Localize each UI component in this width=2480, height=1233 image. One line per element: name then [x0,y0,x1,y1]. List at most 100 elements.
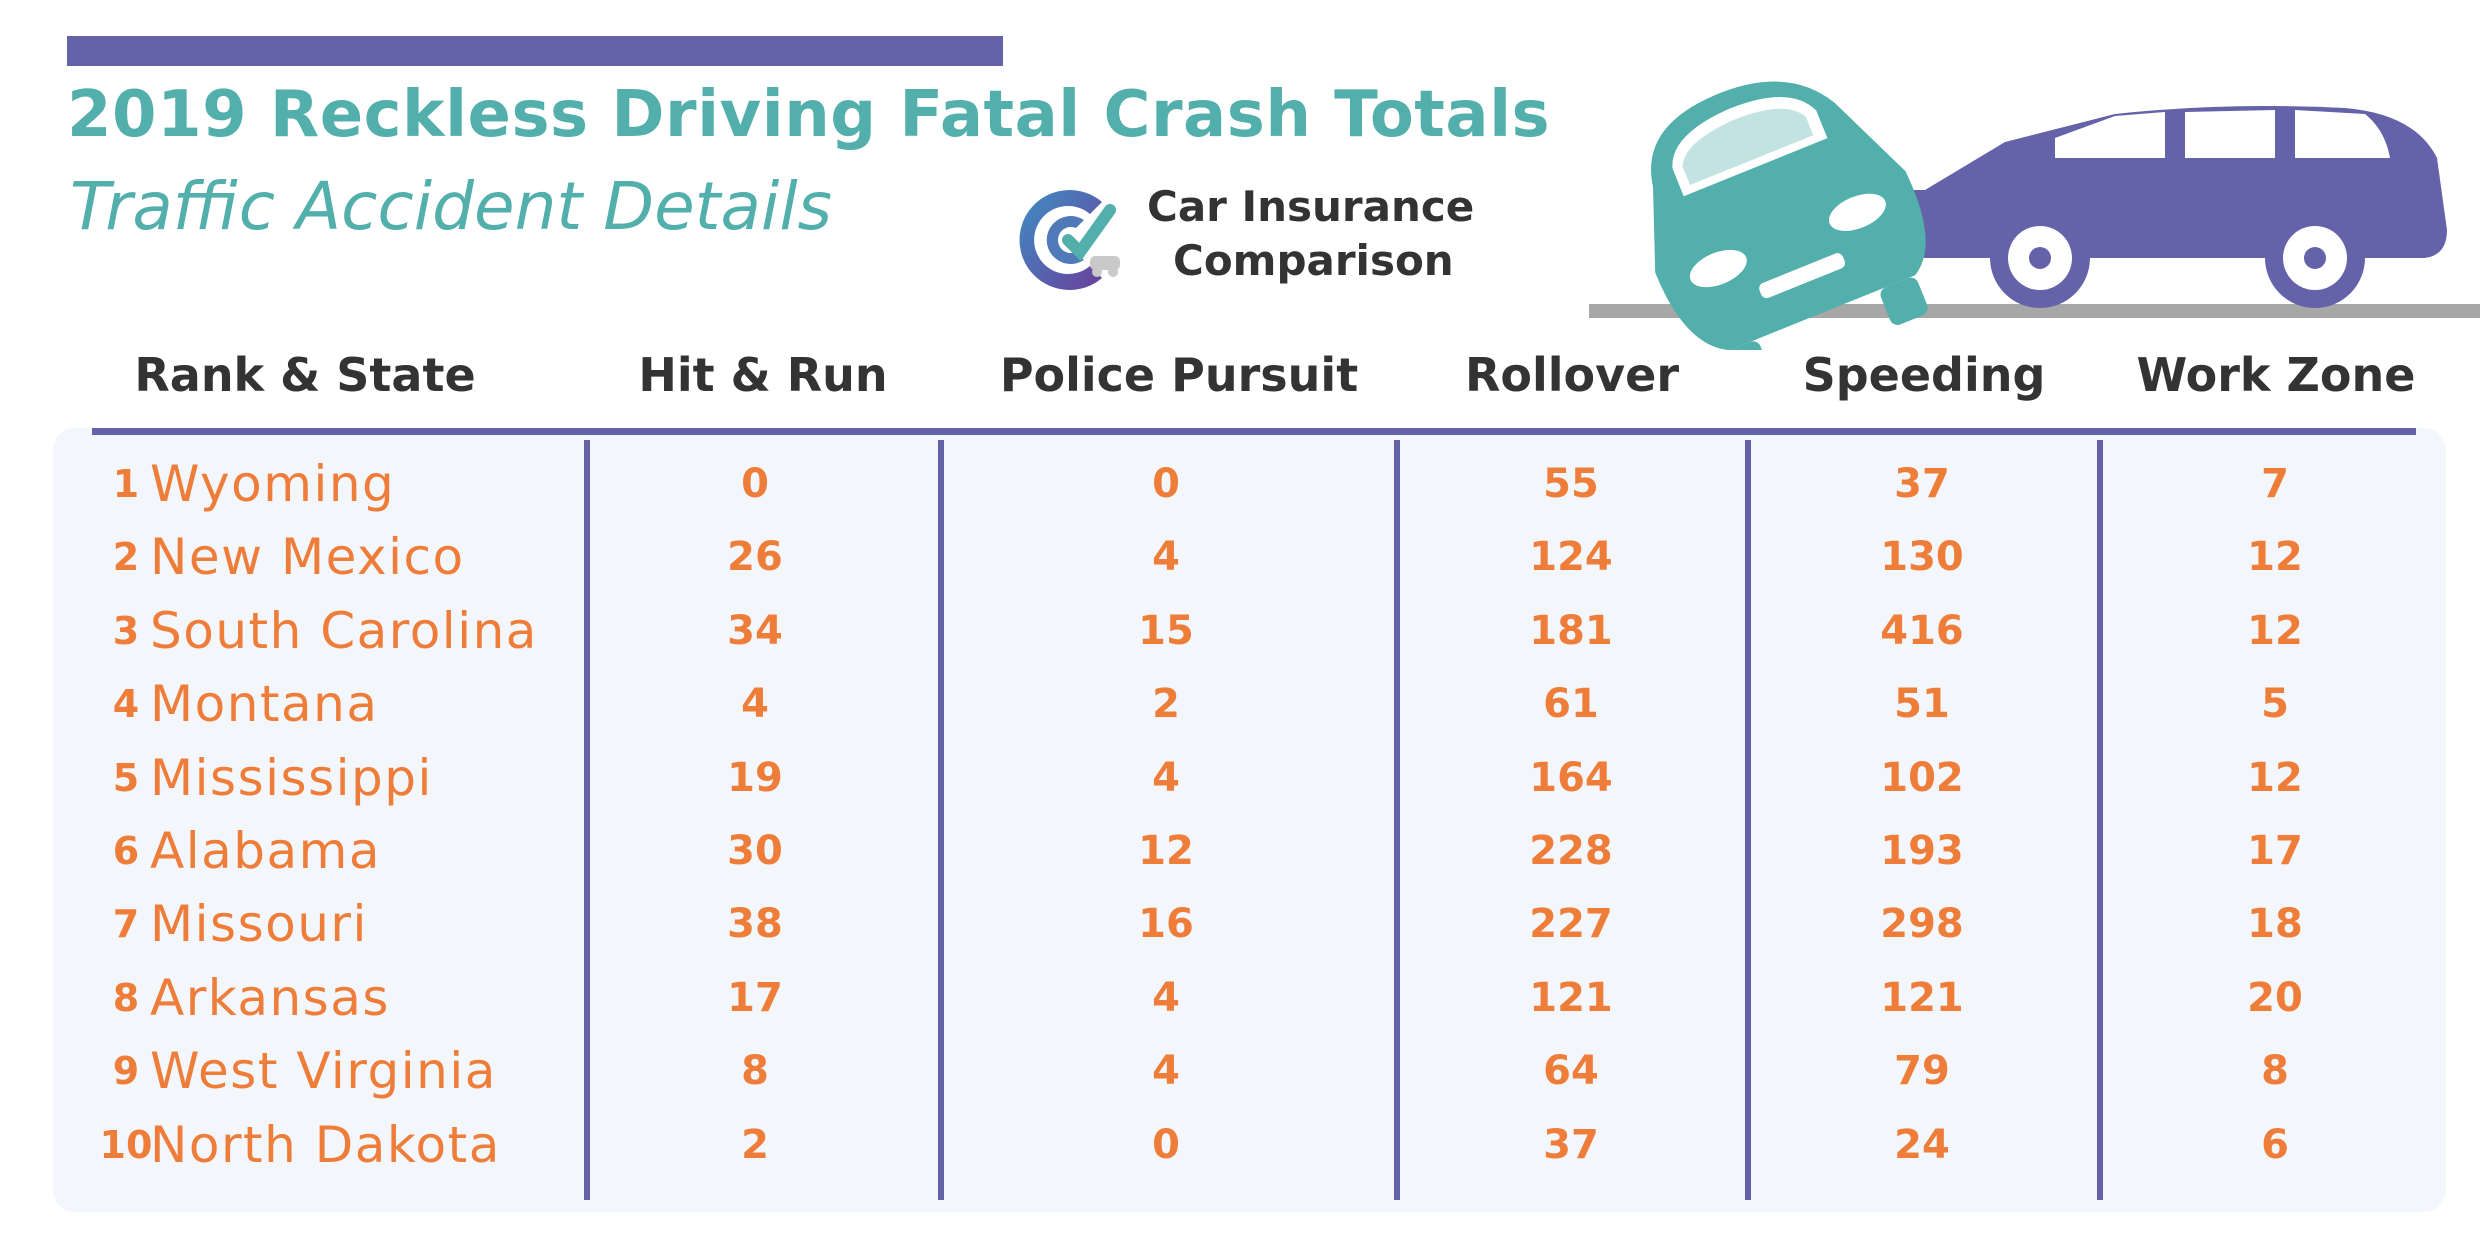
table-cell-value: 0 [1152,461,1180,507]
table-cell-value: 15 [1138,607,1194,654]
table-cell-value: 164 [1529,754,1613,801]
table-row: 7 Missouri 38 16 227 298 18 [0,888,2480,960]
state-name: Arkansas [150,968,390,1027]
table-cell-value: 19 [727,754,783,801]
table-cell-value: 18 [2247,901,2303,948]
rank-number: 2 [112,535,140,580]
table-row: 9 West Virginia 8 4 64 79 8 [0,1035,2480,1107]
logo-text: Car Insurance Comparison [1147,180,1474,288]
table-cell-value: 121 [1880,974,1964,1021]
table-cell-value: 12 [2247,607,2303,654]
rank-number: 6 [112,829,140,873]
rank-number: 8 [112,975,140,1020]
purple-suv [1905,106,2447,308]
column-header-rank-state: Rank & State [134,348,476,402]
table-cell-value: 12 [2247,754,2303,801]
logo-text-line2: Comparison [1173,236,1454,285]
column-header-rollover: Rollover [1464,348,1680,402]
table-cell-value: 4 [1152,974,1180,1021]
table-cell-value: 12 [2247,534,2303,581]
logo-text-line1: Car Insurance [1147,182,1475,231]
title-accent-bar [67,36,1003,66]
table-cell-value: 4 [741,681,769,728]
table-cell-value: 38 [727,901,783,948]
state-name: Mississippi [150,748,433,807]
table-cell-value: 37 [1894,461,1950,507]
column-divider [1394,440,1400,1200]
table-cell-value: 2 [1152,681,1180,728]
table-row: 2 New Mexico 26 4 124 130 12 [0,521,2480,593]
column-header-police-pursuit: Police Pursuit [999,348,1359,402]
table-cell-value: 130 [1880,534,1964,581]
table-cell-value: 2 [741,1121,769,1168]
state-name: North Dakota [150,1115,501,1174]
table-cell-value: 228 [1529,828,1613,874]
table-cell-value: 34 [727,607,783,654]
column-header-speeding: Speeding [1802,348,2046,402]
rank-number: 10 [99,1122,153,1167]
table-cell-value: 16 [1138,901,1194,948]
state-name: South Carolina [150,601,538,660]
column-header-hit-and-run: Hit & Run [638,348,888,402]
rank-number: 5 [112,755,140,800]
table-cell-value: 0 [741,461,769,507]
table-row: 1 Wyoming 0 0 55 37 7 [0,448,2480,520]
state-name: West Virginia [150,1042,497,1101]
brand-logo: Car Insurance Comparison [1010,176,1480,300]
table-cell-value: 61 [1543,681,1599,728]
table-cell-value: 20 [2247,974,2303,1021]
rank-number: 3 [112,608,140,653]
table-cell-value: 37 [1543,1121,1599,1168]
table-cell-value: 55 [1543,461,1599,507]
table-cell-value: 416 [1880,607,1964,654]
table-cell-value: 4 [1152,1048,1180,1095]
column-divider [584,440,590,1200]
table-cell-value: 102 [1880,754,1964,801]
table-row: 8 Arkansas 17 4 121 121 20 [0,962,2480,1034]
table-cell-value: 4 [1152,534,1180,581]
table-row: 4 Montana 4 2 61 51 5 [0,668,2480,740]
state-name: Alabama [150,822,381,880]
crashed-cars-icon [1589,81,2480,350]
table-cell-value: 0 [1152,1121,1180,1168]
state-name: Wyoming [150,455,396,513]
table-cell-value: 17 [2247,828,2303,874]
table-cell-value: 79 [1894,1048,1950,1095]
rank-number: 1 [112,462,140,506]
table-cell-value: 12 [1138,828,1194,874]
table-cell-value: 4 [1152,754,1180,801]
table-row: 3 South Carolina 34 15 181 416 12 [0,595,2480,667]
table-row: 10 North Dakota 2 0 37 24 6 [0,1109,2480,1181]
table-cell-value: 30 [727,828,783,874]
table-cell-value: 8 [2261,1048,2289,1095]
state-name: New Mexico [150,528,465,587]
table-cell-value: 181 [1529,607,1613,654]
table-cell-value: 193 [1880,828,1964,874]
table-cell-value: 227 [1529,901,1613,948]
table-cell-value: 7 [2261,461,2289,507]
state-name: Montana [150,675,379,734]
table-cell-value: 5 [2261,681,2289,728]
table-cell-value: 24 [1894,1121,1950,1168]
table-panel [53,428,2446,1212]
page-title: 2019 Reckless Driving Fatal Crash Totals [67,78,1551,152]
teal-car [1651,81,1928,350]
table-row: 5 Mississippi 19 4 164 102 12 [0,742,2480,814]
table-cell-value: 64 [1543,1048,1599,1095]
table-cell-value: 298 [1880,901,1964,948]
table-cell-value: 17 [727,974,783,1021]
rank-number: 7 [112,902,140,947]
table-cell-value: 51 [1894,681,1950,728]
column-divider [2097,440,2103,1200]
state-name: Missouri [150,895,368,954]
table-row: 6 Alabama 30 12 228 193 17 [0,815,2480,887]
table-cell-value: 26 [727,534,783,581]
column-header-work-zone: Work Zone [2136,348,2416,402]
car-insurance-comparison-logo-icon [1019,190,1120,290]
table-header: Rank & State Hit & Run Police Pursuit Ro… [0,330,2480,420]
header-divider [92,428,2416,435]
column-divider [938,440,944,1200]
page-subtitle: Traffic Accident Details [70,168,833,245]
table-cell-value: 8 [741,1048,769,1095]
rank-number: 9 [112,1049,140,1094]
